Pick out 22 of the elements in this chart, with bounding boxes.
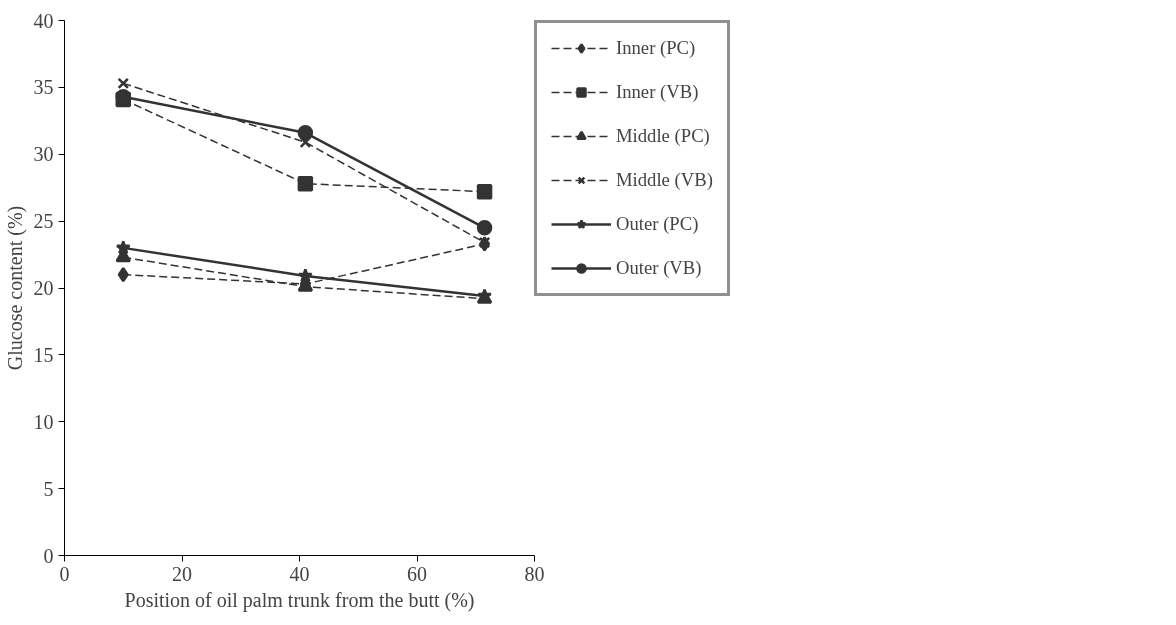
y-tick-label: 15 bbox=[33, 343, 54, 366]
y-tick-label: 35 bbox=[33, 76, 54, 99]
y-tick-label: 0 bbox=[43, 544, 54, 567]
legend-label: Middle (PC) bbox=[616, 125, 710, 147]
y-tick-label: 25 bbox=[33, 210, 54, 233]
x-tick-label: 20 bbox=[172, 562, 192, 585]
x-axis-title: Position of oil palm trunk from the butt (%) bbox=[124, 588, 475, 612]
y-axis-title: Glucose content (%) bbox=[3, 205, 27, 371]
y-tick-label: 10 bbox=[33, 410, 54, 433]
x-tick-label: 80 bbox=[524, 562, 545, 585]
legend-label: Outer (VB) bbox=[616, 257, 702, 279]
x-tick-label: 60 bbox=[407, 562, 427, 585]
x-tick-label: 40 bbox=[289, 562, 310, 585]
x-tick-label: 0 bbox=[59, 562, 70, 585]
y-tick-label: 20 bbox=[33, 277, 54, 299]
legend-label: Inner (PC) bbox=[616, 37, 696, 59]
y-tick-label: 5 bbox=[43, 477, 54, 500]
legend-label: Middle (VB) bbox=[616, 169, 713, 191]
y-tick-label: 30 bbox=[33, 143, 54, 166]
legend-label: Outer (PC) bbox=[616, 213, 699, 235]
y-tick-label: 40 bbox=[33, 9, 54, 32]
legend-label: Inner (VB) bbox=[616, 81, 699, 103]
